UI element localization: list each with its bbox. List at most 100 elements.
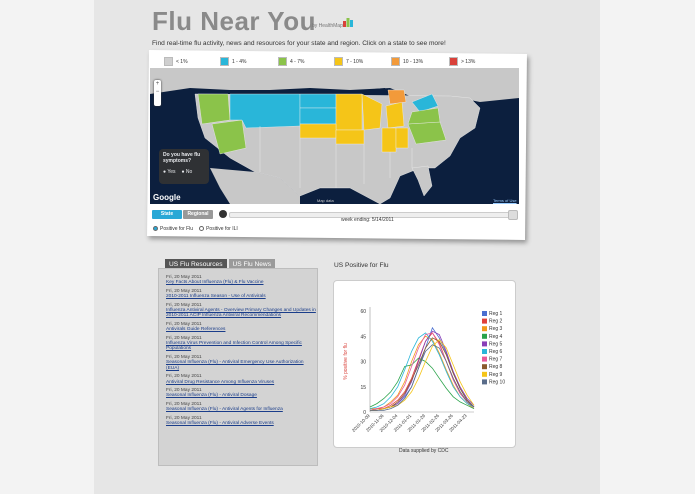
play-button-icon[interactable] xyxy=(219,210,227,218)
state-new-york[interactable] xyxy=(411,93,439,113)
legend-swatch xyxy=(482,333,487,339)
news-link[interactable]: Antiviral Drug Resistance Among Influenz… xyxy=(166,379,275,385)
legend-label: Reg 6 xyxy=(489,349,503,355)
legend-swatch xyxy=(482,364,487,370)
state-wisconsin[interactable] xyxy=(361,93,383,131)
series-line xyxy=(370,335,475,409)
news-link[interactable]: Key Facts About Influenza (Flu) & Flu Va… xyxy=(166,280,264,286)
series-line xyxy=(369,332,475,411)
legend-label: Reg 2 xyxy=(489,319,503,325)
news-date: Fri, 20 May 2011 xyxy=(166,387,202,393)
measure-radio-group: Positive for Flu Positive for ILI xyxy=(153,226,238,232)
left-margin xyxy=(0,0,94,494)
resources-panel[interactable]: Fri, 20 May 2011 Key Facts About Influenz… xyxy=(158,268,318,466)
series-line xyxy=(370,337,475,411)
state-pennsylvania[interactable] xyxy=(407,107,441,125)
news-link[interactable]: Seasonal Influenza (Flu) - Antiviral Eme… xyxy=(166,360,304,371)
state-california[interactable] xyxy=(211,119,247,155)
news-link[interactable]: Seasonal Influenza (Flu) - Antiviral Age… xyxy=(166,407,283,413)
news-link[interactable]: Seasonal Influenza (Flu) - Antiviral Adv… xyxy=(166,420,274,426)
news-link[interactable]: Seasonal Influenza (Flu) - Antiviral Dos… xyxy=(166,393,257,399)
map-zoom-control[interactable]: + − xyxy=(154,80,161,106)
legend-item: 10 - 13% xyxy=(391,57,423,66)
state-view-button[interactable]: State xyxy=(152,210,182,219)
zoom-in-button[interactable]: + xyxy=(155,81,160,87)
list-item: Fri, 20 May 2011 Influenza Antiviral Agen… xyxy=(166,303,317,319)
state-upper-michigan[interactable] xyxy=(387,89,407,105)
legend-swatch xyxy=(482,349,487,354)
list-item: Fri, 20 May 2011 Seasonal Influenza (Flu)… xyxy=(166,355,317,371)
terms-link[interactable]: Terms of Use xyxy=(493,198,517,203)
radio-positive-ili[interactable]: Positive for ILI xyxy=(199,226,238,232)
radio-selected-icon[interactable] xyxy=(153,226,158,232)
state-north-dakota[interactable] xyxy=(299,93,337,109)
list-item: Fri, 20 May 2011 Influenza Virus Preventi… xyxy=(166,336,317,352)
list-item: Fri, 20 May 2011 2010-2011 Influenza Seas… xyxy=(166,289,317,300)
site-logo-title[interactable]: Flu Near You xyxy=(152,6,316,36)
y-tick-label: 60 xyxy=(360,309,366,315)
state-florida[interactable] xyxy=(411,165,433,197)
legend-swatch xyxy=(391,57,400,66)
list-item: Fri, 20 May 2011 Antivirals Guide Referen… xyxy=(166,322,317,333)
legend-label: Reg 7 xyxy=(489,357,503,363)
legend-label: Reg 5 xyxy=(489,341,503,347)
news-date: Fri, 20 May 2011 xyxy=(166,335,202,341)
legend-item: < 1% xyxy=(164,57,188,66)
legend-swatch xyxy=(482,326,487,332)
tab-us-flu-news[interactable]: US Flu News xyxy=(228,259,275,270)
chart-card: 0 15 30 45 60 2010-10-09 2010-11-06 2010-12-04 2… xyxy=(333,280,516,448)
state-illinois[interactable] xyxy=(381,127,397,153)
y-tick-label: 15 xyxy=(360,385,366,391)
zoom-out-button[interactable]: − xyxy=(155,89,160,95)
popup-yes-option[interactable]: ● Yes xyxy=(163,169,176,175)
legend-swatch xyxy=(482,379,487,385)
legend-item: 7 - 10% xyxy=(334,57,363,66)
radio-unselected-icon[interactable] xyxy=(199,226,205,232)
resources-list: Fri, 20 May 2011 Key Facts About Influenz… xyxy=(159,275,317,426)
legend-swatch xyxy=(482,371,487,377)
news-date: Fri, 20 May 2011 xyxy=(166,354,202,360)
legend-label: Reg 9 xyxy=(489,372,503,378)
state-iowa[interactable] xyxy=(335,129,365,145)
news-link[interactable]: Influenza Virus Prevention and Infection… xyxy=(166,341,302,352)
resource-tabs: US Flu Resources US Flu News xyxy=(165,259,275,270)
radio-positive-flu[interactable]: Positive for Flu xyxy=(153,226,193,232)
state-michigan[interactable] xyxy=(385,101,405,129)
legend-label: 7 - 10% xyxy=(346,58,364,65)
flu-map[interactable] xyxy=(150,68,519,204)
legend-swatch xyxy=(482,311,487,316)
list-item: Fri, 20 May 2011 Seasonal Influenza (Flu)… xyxy=(166,402,317,413)
data-source-note: Data supplied by CDC xyxy=(399,448,449,454)
series-line xyxy=(370,344,475,411)
series-line xyxy=(370,339,475,411)
legend-item: 4 - 7% xyxy=(278,57,304,66)
series-line xyxy=(369,332,475,411)
tab-us-flu-resources[interactable]: US Flu Resources xyxy=(165,259,227,270)
popup-no-option[interactable]: ● No xyxy=(181,169,193,175)
state-indiana[interactable] xyxy=(395,127,409,149)
state-nebraska[interactable] xyxy=(299,123,337,139)
news-date: Fri, 20 May 2011 xyxy=(166,321,202,327)
mexico-region xyxy=(210,168,300,204)
series-line xyxy=(369,332,475,409)
news-date: Fri, 20 May 2011 xyxy=(166,275,202,280)
legend-swatch xyxy=(482,356,487,362)
legend-label: Reg 8 xyxy=(489,364,503,370)
state-washington-oregon[interactable] xyxy=(197,93,231,125)
legend-swatch xyxy=(482,341,487,347)
regional-view-button[interactable]: Regional xyxy=(183,210,213,219)
legend-swatch xyxy=(482,318,487,324)
news-link[interactable]: Influenza Antiviral Agents - Overview Pr… xyxy=(166,308,316,319)
legend-swatch xyxy=(334,57,343,66)
map-canvas[interactable] xyxy=(150,68,519,204)
news-link[interactable]: Antivirals Guide References xyxy=(166,327,226,333)
timeline-slider-handle[interactable] xyxy=(508,210,518,220)
list-item: Fri, 20 May 2011 Antiviral Drug Resistanc… xyxy=(166,374,317,385)
news-link[interactable]: 2010-2011 Influenza Season - Use of Anti… xyxy=(166,294,266,300)
state-minnesota[interactable] xyxy=(335,93,363,131)
y-axis-label: % positive for flu xyxy=(343,343,349,380)
legend-label: 4 - 7% xyxy=(290,58,305,65)
chart-title: US Positive for Flu xyxy=(334,262,389,269)
popup-question: Do you have flu symptoms? xyxy=(163,152,201,164)
state-south-dakota[interactable] xyxy=(299,107,337,125)
